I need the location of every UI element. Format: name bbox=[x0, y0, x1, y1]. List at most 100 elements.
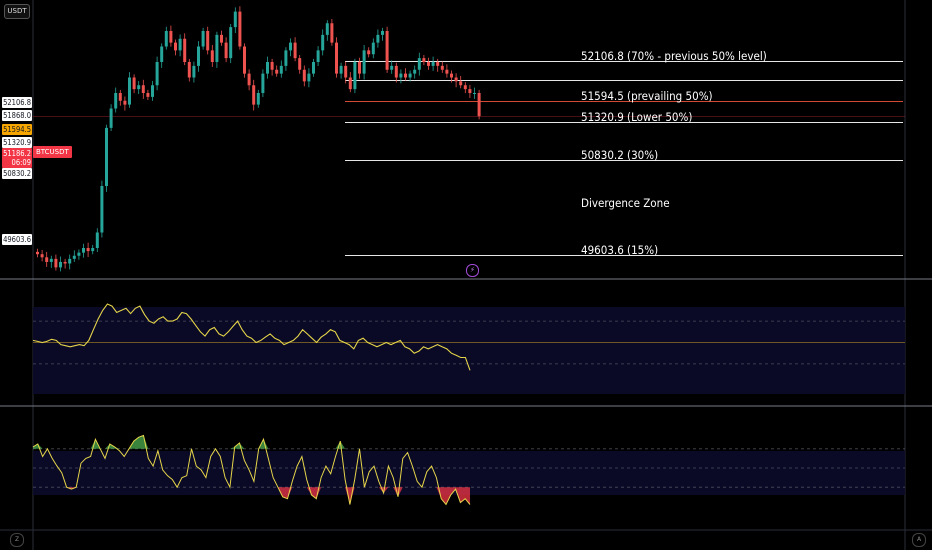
osc-line bbox=[32, 434, 471, 506]
candle bbox=[146, 93, 150, 97]
symbol-tag: BTCUSDT bbox=[33, 146, 72, 158]
candle bbox=[63, 261, 67, 264]
candle bbox=[201, 31, 205, 47]
rsi-line bbox=[32, 303, 471, 371]
candle bbox=[339, 65, 343, 74]
candle bbox=[247, 73, 251, 86]
candle bbox=[77, 252, 81, 256]
price-pill: 51186.2 bbox=[2, 148, 32, 159]
candle bbox=[68, 258, 72, 264]
candle bbox=[132, 77, 136, 90]
candle bbox=[284, 50, 288, 66]
candle bbox=[86, 248, 90, 252]
candle bbox=[298, 58, 302, 70]
candle bbox=[312, 62, 315, 74]
candle bbox=[109, 108, 113, 128]
candle bbox=[417, 58, 421, 70]
candle bbox=[155, 62, 159, 86]
candle bbox=[307, 73, 311, 82]
candle bbox=[187, 62, 191, 78]
candle bbox=[358, 62, 361, 74]
candle bbox=[330, 23, 334, 43]
candle bbox=[256, 93, 260, 105]
candle bbox=[192, 65, 196, 78]
candle bbox=[321, 34, 325, 51]
candle bbox=[59, 261, 62, 268]
candle bbox=[49, 258, 53, 262]
candle bbox=[118, 93, 122, 101]
candle bbox=[381, 31, 384, 35]
candle bbox=[376, 34, 380, 43]
price-pill: 51320.9 bbox=[2, 137, 32, 148]
candle bbox=[82, 248, 85, 253]
level-label: 51594.5 (prevailing 50%) bbox=[581, 88, 713, 103]
currency-button[interactable]: USDT bbox=[4, 4, 30, 19]
candle bbox=[36, 251, 39, 255]
candle bbox=[279, 65, 283, 74]
candle bbox=[45, 257, 49, 262]
candle bbox=[238, 11, 242, 47]
candle bbox=[169, 31, 173, 43]
candle bbox=[371, 42, 375, 55]
candle bbox=[353, 62, 357, 90]
candle bbox=[233, 11, 237, 28]
osc-overbought-fill bbox=[33, 435, 470, 449]
candle bbox=[394, 65, 398, 78]
candle bbox=[399, 73, 403, 78]
candle bbox=[220, 34, 223, 43]
candle bbox=[431, 62, 435, 66]
candle bbox=[105, 127, 108, 186]
candle bbox=[459, 81, 463, 86]
candle bbox=[367, 50, 371, 55]
candle bbox=[174, 42, 177, 51]
candle bbox=[164, 31, 168, 47]
candle bbox=[128, 77, 131, 105]
candle bbox=[54, 258, 58, 268]
candle bbox=[266, 62, 269, 74]
auto-scale-button[interactable]: A bbox=[912, 533, 926, 547]
candle bbox=[463, 85, 467, 90]
price-pill: 06:09 bbox=[2, 157, 32, 168]
candle bbox=[224, 42, 228, 59]
candle bbox=[215, 34, 219, 62]
level-label: 49603.6 (15%) bbox=[581, 242, 659, 257]
candle bbox=[114, 93, 118, 109]
candle bbox=[289, 42, 292, 51]
candle bbox=[348, 77, 352, 90]
price-pill: 51594.5 bbox=[2, 124, 32, 135]
candle bbox=[325, 23, 329, 35]
candle bbox=[302, 69, 306, 82]
candle bbox=[454, 77, 458, 82]
candle bbox=[477, 93, 481, 117]
candle bbox=[243, 46, 246, 74]
price-pill: 50830.2 bbox=[2, 168, 32, 179]
candle bbox=[100, 186, 104, 233]
level-label: 51320.9 (Lower 50%) bbox=[581, 109, 693, 124]
candle bbox=[206, 31, 210, 51]
lightning-icon[interactable]: ⚡ bbox=[466, 264, 479, 277]
candle bbox=[344, 65, 348, 78]
candle bbox=[252, 85, 256, 105]
candle bbox=[95, 232, 99, 248]
candle bbox=[270, 62, 274, 70]
candle bbox=[229, 27, 233, 59]
candle bbox=[197, 46, 200, 66]
candle bbox=[385, 31, 389, 70]
candle bbox=[91, 248, 95, 252]
candle bbox=[468, 89, 472, 93]
candle bbox=[40, 254, 44, 258]
candle bbox=[422, 58, 426, 62]
candle bbox=[436, 62, 440, 66]
divergence-zone-label: Divergence Zone bbox=[581, 196, 670, 210]
candle bbox=[427, 62, 430, 66]
candle bbox=[316, 50, 320, 62]
candle bbox=[151, 85, 154, 97]
timezone-button[interactable]: Z bbox=[10, 533, 24, 547]
candle bbox=[275, 69, 279, 74]
candle bbox=[335, 42, 338, 74]
level-label: 52106.8 (70% - previous 50% level) bbox=[581, 48, 767, 63]
candle bbox=[473, 93, 476, 94]
candle bbox=[160, 46, 164, 62]
